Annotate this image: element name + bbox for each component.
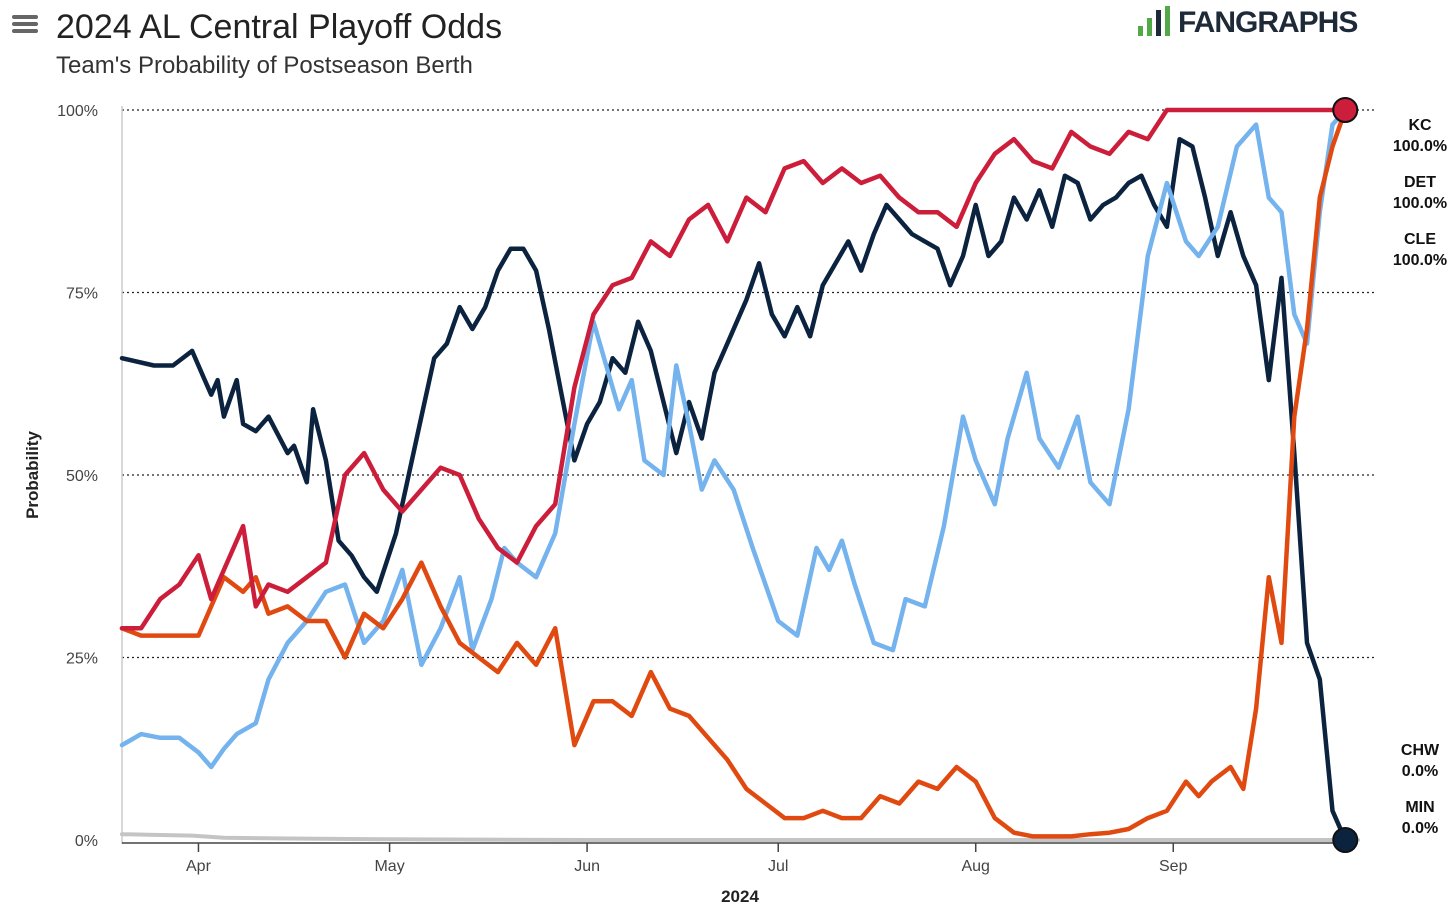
end-label-value-min: 0.0%	[1402, 820, 1438, 837]
end-labels: KC 100.0% DET 100.0% CLE 100.0% CHW 0.0% MIN 0.0%	[1393, 117, 1447, 837]
logo-bars-icon	[1138, 6, 1170, 36]
series-line-min	[120, 832, 1360, 842]
end-label-name-chw: CHW	[1401, 742, 1440, 759]
y-tick-label: 25%	[66, 651, 98, 668]
end-label-value-det: 100.0%	[1393, 195, 1447, 212]
y-tick-label: 50%	[66, 468, 98, 485]
axes: 0% 25% 50% 75% 100% Apr May Jun Jul Aug Sep 2024 Pro…	[23, 103, 1358, 906]
x-tick-label: Jun	[574, 858, 600, 875]
y-tick-label: 100%	[57, 103, 98, 120]
end-markers	[1332, 97, 1359, 853]
end-label-value-cle: 100.0%	[1393, 252, 1447, 269]
end-marker-chw	[1332, 827, 1359, 853]
x-tick-label: May	[374, 858, 404, 875]
end-label-value-chw: 0.0%	[1402, 763, 1438, 780]
x-axis-title: 2024	[721, 887, 759, 906]
hamburger-menu-icon[interactable]	[12, 15, 38, 36]
end-label-name-kc: KC	[1408, 117, 1432, 134]
series-line-cle	[119, 107, 1348, 770]
end-label-name-cle: CLE	[1404, 231, 1436, 248]
series-line-det	[119, 107, 1348, 839]
x-tick-label: Jul	[768, 858, 788, 875]
end-label-name-min: MIN	[1405, 799, 1434, 816]
series-line-chw	[119, 136, 1348, 843]
x-tick-label: Sep	[1159, 858, 1188, 875]
series-line-kc	[119, 107, 1348, 631]
y-axis-title: Probability	[23, 431, 42, 519]
end-label-name-det: DET	[1404, 174, 1436, 191]
logo-text: FANGRAPHS	[1178, 6, 1358, 39]
x-tick-label: Apr	[186, 858, 212, 875]
y-tick-label: 0%	[75, 833, 98, 850]
chart-title: 2024 AL Central Playoff Odds	[56, 8, 503, 46]
end-label-value-kc: 100.0%	[1393, 138, 1447, 155]
fangraphs-logo: FANGRAPHS	[1138, 6, 1358, 40]
end-marker-kc	[1332, 97, 1359, 123]
chart-subtitle: Team's Probability of Postseason Berth	[56, 52, 473, 79]
series-lines	[119, 107, 1360, 843]
y-tick-label: 75%	[66, 286, 98, 303]
x-tick-label: Aug	[961, 858, 989, 875]
